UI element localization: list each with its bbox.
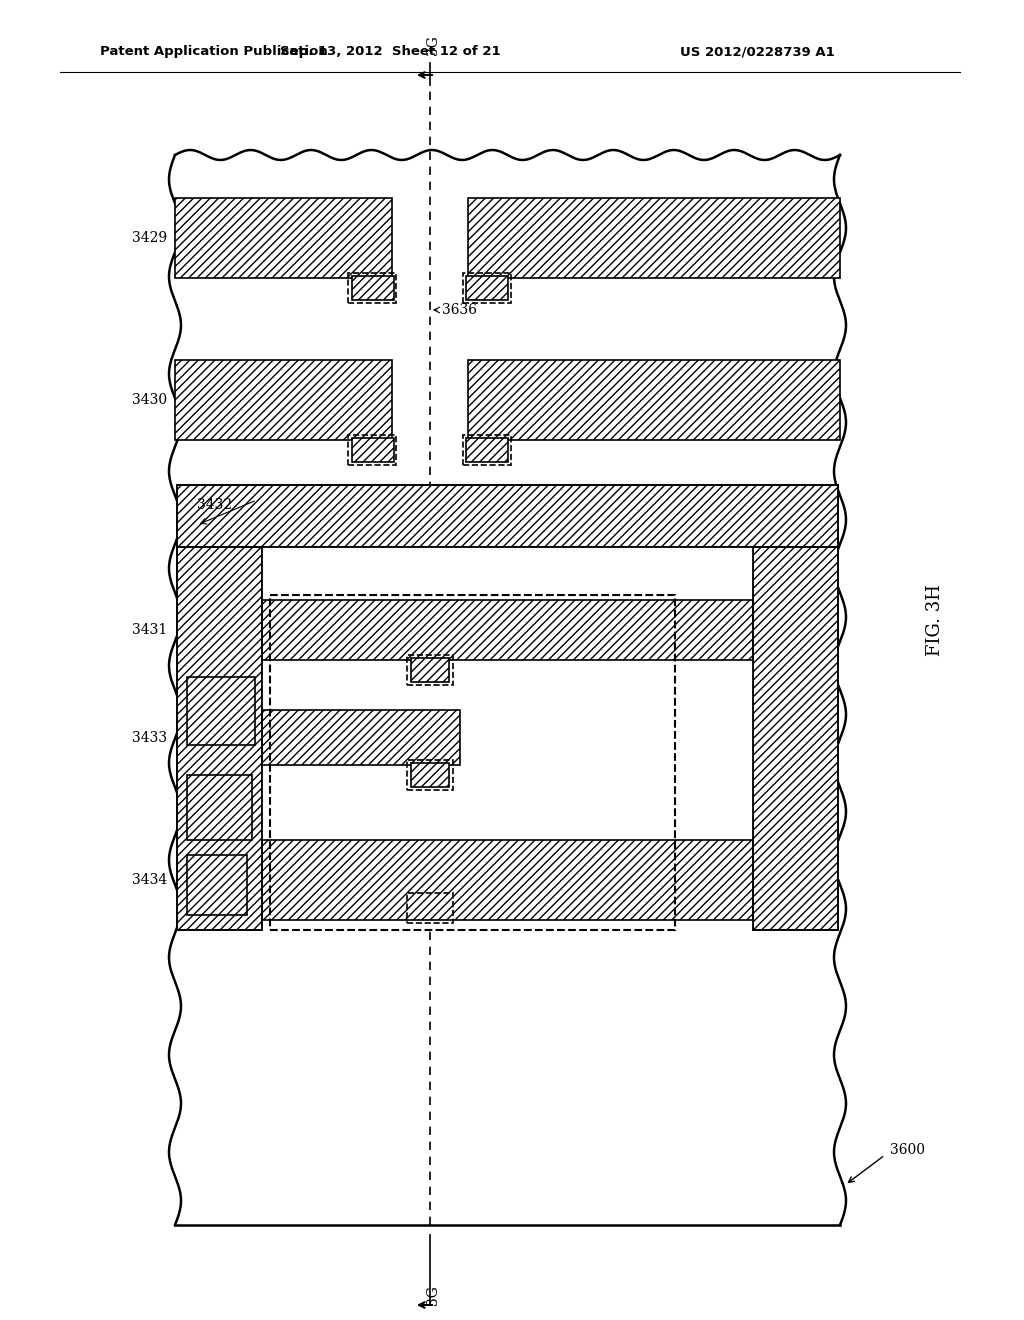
Text: 3636: 3636	[442, 304, 477, 317]
Text: Sep. 13, 2012  Sheet 12 of 21: Sep. 13, 2012 Sheet 12 of 21	[280, 45, 501, 58]
Bar	[177, 484, 838, 546]
Bar	[352, 276, 394, 300]
Bar	[753, 546, 838, 931]
Text: 3434: 3434	[132, 873, 167, 887]
Bar	[463, 273, 511, 304]
Text: 3G: 3G	[426, 1284, 440, 1305]
Bar	[187, 775, 252, 840]
Bar	[468, 360, 840, 440]
Text: 3433: 3433	[132, 730, 167, 744]
Text: 3430: 3430	[132, 393, 167, 407]
Bar	[177, 484, 838, 546]
Bar	[177, 546, 262, 931]
Bar	[411, 657, 449, 682]
Bar	[348, 273, 396, 304]
Bar	[262, 710, 460, 766]
Bar	[262, 546, 753, 931]
Bar	[187, 677, 255, 744]
Bar	[175, 360, 392, 440]
Bar	[177, 546, 262, 931]
Bar	[348, 436, 396, 465]
Text: 3635: 3635	[450, 888, 485, 902]
Bar	[411, 763, 449, 787]
Text: Patent Application Publication: Patent Application Publication	[100, 45, 328, 58]
Bar	[466, 276, 508, 300]
Text: 3600: 3600	[890, 1143, 925, 1158]
Bar	[262, 601, 753, 660]
Bar	[753, 546, 838, 931]
Bar	[407, 655, 453, 685]
Bar	[262, 840, 753, 920]
Bar	[407, 894, 453, 923]
Bar	[352, 438, 394, 462]
Text: US 2012/0228739 A1: US 2012/0228739 A1	[680, 45, 835, 58]
Text: FIG. 3H: FIG. 3H	[926, 583, 944, 656]
Text: 3429: 3429	[132, 231, 167, 246]
Bar	[270, 595, 675, 931]
Text: 3G: 3G	[426, 36, 440, 55]
Bar	[463, 436, 511, 465]
Bar	[466, 438, 508, 462]
Bar	[468, 198, 840, 279]
Text: 3431: 3431	[132, 623, 167, 638]
Bar	[407, 760, 453, 789]
Bar	[175, 198, 392, 279]
Bar	[187, 855, 247, 915]
Text: 3432: 3432	[197, 498, 232, 512]
